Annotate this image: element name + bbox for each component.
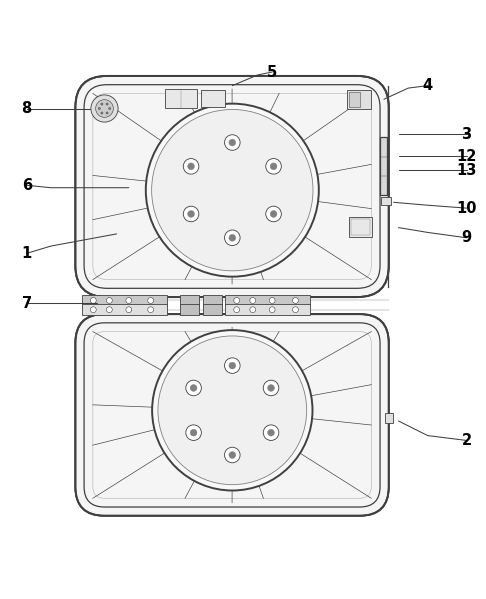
- FancyBboxPatch shape: [75, 76, 389, 297]
- Circle shape: [188, 163, 194, 170]
- Circle shape: [234, 298, 240, 303]
- Bar: [349, 217, 372, 237]
- Text: 5: 5: [267, 65, 278, 80]
- Bar: [180, 295, 199, 306]
- Circle shape: [146, 104, 319, 277]
- Circle shape: [186, 380, 201, 396]
- Circle shape: [106, 298, 112, 303]
- FancyBboxPatch shape: [75, 314, 389, 516]
- Circle shape: [225, 230, 240, 246]
- Circle shape: [90, 298, 96, 303]
- Circle shape: [188, 211, 194, 217]
- Bar: [225, 304, 310, 315]
- Circle shape: [229, 452, 236, 458]
- Circle shape: [225, 135, 240, 150]
- Circle shape: [190, 429, 197, 436]
- Circle shape: [186, 425, 201, 440]
- Circle shape: [90, 307, 96, 313]
- Text: 8: 8: [21, 101, 32, 116]
- Circle shape: [101, 112, 103, 114]
- Text: 3: 3: [462, 127, 471, 142]
- Text: 10: 10: [456, 201, 477, 216]
- Bar: [203, 295, 222, 306]
- Bar: [165, 89, 197, 108]
- Bar: [203, 304, 222, 315]
- Circle shape: [96, 99, 113, 117]
- Circle shape: [268, 429, 275, 436]
- Circle shape: [225, 447, 240, 463]
- Circle shape: [266, 206, 281, 222]
- Bar: [180, 304, 199, 315]
- Text: 12: 12: [456, 149, 477, 164]
- Circle shape: [152, 330, 312, 491]
- Bar: [385, 413, 393, 423]
- Circle shape: [250, 307, 256, 313]
- Bar: [201, 90, 225, 107]
- Circle shape: [158, 336, 307, 485]
- Text: 6: 6: [22, 178, 32, 193]
- Text: 13: 13: [456, 163, 477, 178]
- Circle shape: [270, 163, 277, 170]
- Circle shape: [152, 110, 313, 271]
- Text: 1: 1: [21, 246, 32, 261]
- Circle shape: [263, 425, 279, 440]
- Circle shape: [183, 159, 199, 174]
- Circle shape: [293, 307, 298, 313]
- Circle shape: [270, 211, 277, 217]
- Circle shape: [266, 159, 281, 174]
- Circle shape: [126, 307, 132, 313]
- Circle shape: [106, 103, 108, 105]
- Text: 4: 4: [423, 78, 433, 93]
- Circle shape: [106, 307, 112, 313]
- Circle shape: [101, 103, 103, 105]
- Text: 9: 9: [462, 230, 471, 245]
- Bar: [347, 90, 371, 108]
- Circle shape: [293, 298, 298, 303]
- Bar: [349, 92, 360, 107]
- Circle shape: [263, 380, 279, 396]
- Bar: [351, 219, 370, 235]
- Circle shape: [250, 298, 256, 303]
- Circle shape: [269, 298, 275, 303]
- Circle shape: [148, 298, 154, 303]
- Circle shape: [229, 234, 236, 241]
- Circle shape: [98, 107, 101, 110]
- Circle shape: [106, 112, 108, 114]
- Circle shape: [190, 385, 197, 391]
- Circle shape: [268, 385, 275, 391]
- Circle shape: [108, 107, 111, 110]
- Bar: [225, 295, 310, 306]
- Circle shape: [91, 95, 118, 122]
- Circle shape: [229, 362, 236, 369]
- Circle shape: [225, 358, 240, 373]
- Circle shape: [229, 139, 236, 146]
- Circle shape: [148, 307, 154, 313]
- Circle shape: [234, 307, 240, 313]
- Bar: [82, 295, 167, 306]
- Circle shape: [126, 298, 132, 303]
- Text: 2: 2: [462, 433, 471, 448]
- Bar: [82, 304, 167, 315]
- Bar: [380, 137, 387, 195]
- Circle shape: [269, 307, 275, 313]
- Circle shape: [183, 206, 199, 222]
- Bar: [381, 197, 391, 205]
- Text: 7: 7: [22, 296, 32, 311]
